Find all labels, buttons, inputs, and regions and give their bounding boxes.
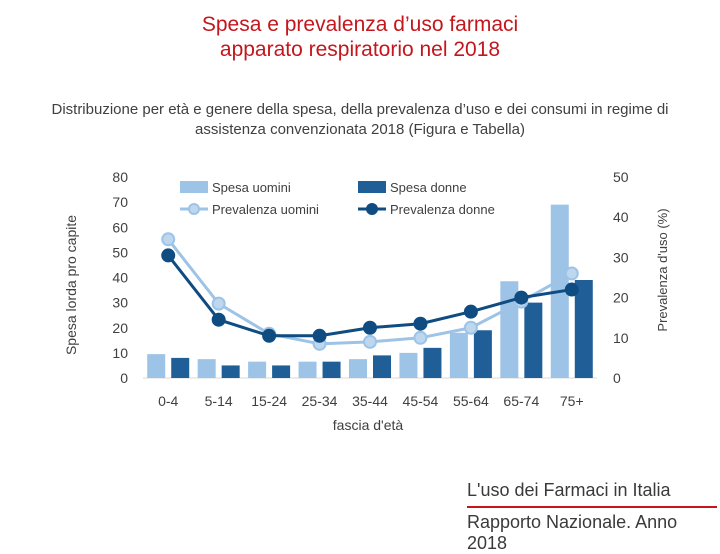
x-tick-label: 55-64 [453, 393, 489, 409]
y-tick-label: 0 [120, 370, 128, 386]
point-prevalenza-donne [463, 304, 478, 319]
point-prevalenza-donne [312, 328, 327, 343]
x-tick-label: 0-4 [158, 393, 178, 409]
point-prevalenza-donne [211, 312, 226, 327]
bar-spesa-donne [373, 355, 391, 378]
combo-chart: 0 10 20 30 40 50 60 70 80 0 10 20 30 40 50 0-4 5-14 15-24… [63, 169, 670, 433]
point-prevalenza-uomini [211, 296, 226, 311]
x-tick-label: 65-74 [503, 393, 539, 409]
y-tick-label: 80 [112, 169, 128, 185]
y-tick-label: 10 [112, 345, 128, 361]
point-prevalenza-uomini [363, 334, 377, 349]
slide-title: Spesa e prevalenza d’uso farmaci apparat… [0, 12, 720, 62]
point-prevalenza-donne [363, 320, 377, 335]
bar-spesa-uomini [248, 361, 267, 378]
chart-title: Distribuzione per età e genere della spe… [20, 100, 700, 140]
bar-spesa-donne [221, 365, 240, 378]
bar-spesa-donne [473, 330, 492, 378]
bar-spesa-uomini [298, 361, 317, 378]
slide-title-line2: apparato respiratorio nel 2018 [219, 38, 501, 61]
x-tick-label: 15-24 [251, 393, 287, 409]
point-prevalenza-donne [564, 282, 579, 297]
bar-spesa-uomini [197, 359, 216, 378]
point-prevalenza-uomini [161, 232, 176, 247]
bar-spesa-uomini [349, 359, 367, 378]
chart-title-line2: assistenza convenzionata 2018 (Figura e … [195, 121, 525, 138]
bar-spesa-donne [322, 361, 341, 378]
point-prevalenza-donne [413, 316, 428, 331]
y2-tick-label: 50 [613, 169, 629, 185]
bar-spesa-donne [524, 302, 543, 378]
x-tick-label: 75+ [560, 393, 584, 409]
point-prevalenza-donne [161, 248, 176, 263]
legend-spesa-uomini-label: Spesa uomini [212, 180, 291, 195]
x-tick-label: 45-54 [403, 393, 439, 409]
y2-tick-label: 40 [613, 209, 629, 225]
y-tick-label: 70 [112, 194, 128, 210]
y-tick-label: 50 [112, 244, 128, 260]
report-brand-line1: L'uso dei Farmaci in Italia [467, 480, 671, 500]
y2-axis-title: Prevalenza d'uso (%) [655, 208, 670, 331]
y-tick-label: 30 [112, 295, 128, 311]
legend-prevalenza-uomini-marker [188, 203, 200, 215]
y2-tick-label: 20 [613, 290, 629, 306]
brand-divider [467, 506, 717, 508]
bar-spesa-donne [272, 365, 291, 378]
y-tick-label: 20 [112, 320, 128, 336]
legend-spesa-uomini-swatch [180, 181, 208, 193]
y2-tick-label: 0 [613, 370, 621, 386]
bar-spesa-donne [423, 347, 442, 378]
x-tick-label: 5-14 [205, 393, 233, 409]
y-tick-label: 60 [112, 219, 128, 235]
x-axis-title: fascia d'età [333, 417, 404, 433]
chart-title-line1: Distribuzione per età e genere della spe… [51, 101, 669, 118]
point-prevalenza-uomini [413, 330, 428, 345]
x-tick-label: 35-44 [352, 393, 388, 409]
report-brand-line2: Rapporto Nazionale. Anno 2018 [467, 512, 678, 553]
y-tick-label: 40 [112, 270, 128, 286]
bar-spesa-uomini [147, 354, 166, 378]
x-tick-label: 25-34 [302, 393, 338, 409]
point-prevalenza-donne [514, 290, 529, 305]
point-prevalenza-uomini [564, 266, 579, 281]
legend-prevalenza-uomini-label: Prevalenza uomini [212, 202, 319, 217]
bar-spesa-donne [171, 357, 190, 378]
slide-title-line1: Spesa e prevalenza d’uso farmaci [201, 13, 519, 36]
legend-spesa-donne-label: Spesa donne [390, 180, 467, 195]
bar-spesa-donne [574, 280, 593, 378]
bar-spesa-uomini [399, 352, 418, 378]
point-prevalenza-uomini [463, 320, 478, 335]
point-prevalenza-donne [262, 328, 277, 343]
legend-prevalenza-donne-label: Prevalenza donne [390, 202, 495, 217]
bar-spesa-uomini [449, 332, 468, 378]
legend-prevalenza-donne-marker [366, 203, 378, 215]
legend-spesa-donne-swatch [358, 181, 386, 193]
y2-tick-label: 30 [613, 249, 629, 265]
y-axis-title: Spesa lorda pro capite [63, 215, 79, 355]
y2-tick-label: 10 [613, 330, 629, 346]
